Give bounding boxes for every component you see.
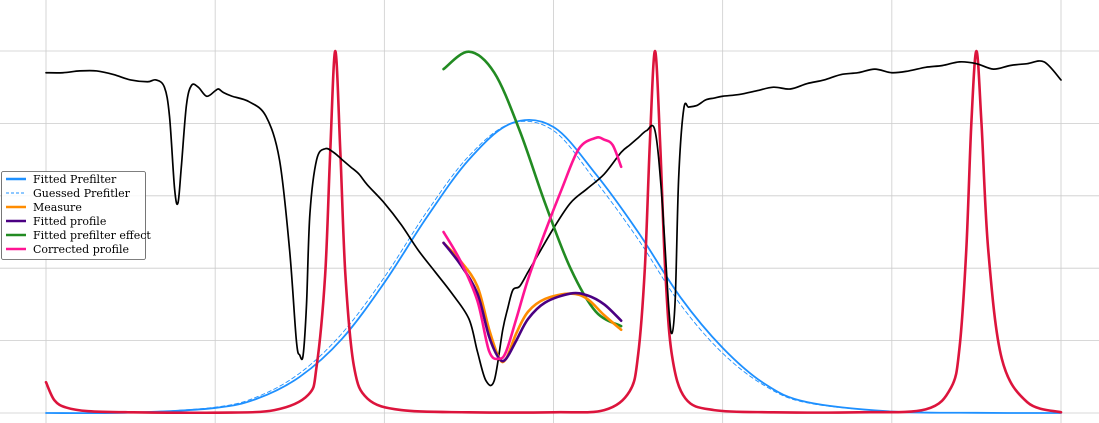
series-line-spectrum: [45, 60, 1062, 387]
legend-label-fitted-profile: Fitted profile: [33, 215, 106, 228]
series-line-fitted-prefilter-effect: [442, 50, 623, 328]
series-line-fitted-prefilter: [45, 119, 1062, 415]
legend-label-corrected-profile: Corrected profile: [33, 243, 129, 256]
legend-label-guessed-prefilter: Guessed Prefitler: [33, 187, 131, 200]
legend-label-measure: Measure: [33, 201, 82, 214]
series-line-fitted-profile: [442, 241, 623, 363]
series-line-guessed-prefilter: [45, 120, 1062, 414]
series-layer: [44, 49, 1063, 415]
series-line-transmission-peaks: [44, 49, 1063, 415]
legend-label-fitted-prefilter: Fitted Prefilter: [33, 173, 117, 186]
series-line-measure: [442, 241, 623, 364]
legend-label-fitted-prefilter-effect: Fitted prefilter effect: [33, 229, 151, 242]
series-line-corrected-profile: [442, 136, 623, 361]
legend-box: [1, 171, 146, 260]
